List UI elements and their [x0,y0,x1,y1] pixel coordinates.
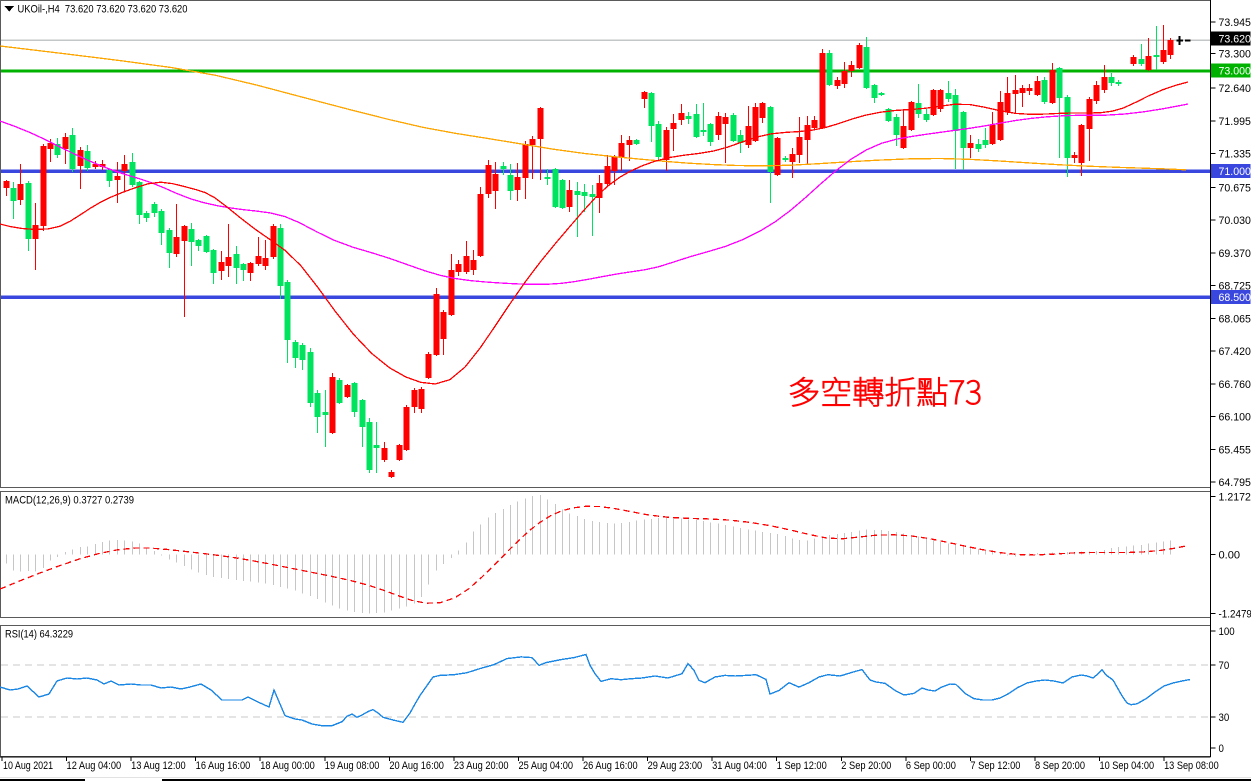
svg-text:10 Aug 2021: 10 Aug 2021 [3,760,53,772]
svg-text:100: 100 [1219,626,1235,638]
svg-text:68.500: 68.500 [1219,292,1251,304]
svg-text:16 Aug 16:00: 16 Aug 16:00 [196,760,251,772]
svg-text:72.640: 72.640 [1219,83,1251,95]
svg-text:19 Aug 08:00: 19 Aug 08:00 [325,760,380,772]
svg-text:18 Aug 00:00: 18 Aug 00:00 [260,760,315,772]
svg-text:71.000: 71.000 [1219,166,1251,178]
svg-text:6 Sep 00:00: 6 Sep 00:00 [906,760,956,772]
svg-text:23 Aug 20:00: 23 Aug 20:00 [454,760,509,772]
svg-text:12 Aug 04:00: 12 Aug 04:00 [67,760,122,772]
svg-text:2 Sep 20:00: 2 Sep 20:00 [841,760,891,772]
svg-text:MACD(12,26,9) 0.3727 0.2739: MACD(12,26,9) 0.3727 0.2739 [5,495,134,507]
svg-text:10 Sep 04:00: 10 Sep 04:00 [1100,760,1155,772]
svg-text:69.370: 69.370 [1219,248,1251,260]
svg-text:73.000: 73.000 [1219,65,1251,77]
svg-text:8 Sep 20:00: 8 Sep 20:00 [1035,760,1085,772]
svg-text:71.995: 71.995 [1219,116,1251,128]
svg-text:68.065: 68.065 [1219,313,1251,325]
svg-text:20 Aug 16:00: 20 Aug 16:00 [389,760,444,772]
svg-text:68.725: 68.725 [1219,281,1251,293]
svg-text:73.945: 73.945 [1219,17,1251,29]
svg-text:64.795: 64.795 [1219,477,1251,489]
svg-text:71.335: 71.335 [1219,149,1251,161]
svg-text:70: 70 [1219,660,1230,672]
svg-text:70.675: 70.675 [1219,182,1251,194]
svg-text:73.620: 73.620 [1219,33,1251,45]
svg-text:13 Sep 08:00: 13 Sep 08:00 [1164,760,1219,772]
svg-text:1.2172: 1.2172 [1219,492,1251,504]
svg-text:67.420: 67.420 [1219,346,1251,358]
svg-text:1 Sep 12:00: 1 Sep 12:00 [777,760,827,772]
svg-text:-1.2479: -1.2479 [1219,608,1251,620]
svg-text:66.100: 66.100 [1219,412,1251,424]
svg-text:0.00: 0.00 [1219,550,1241,562]
svg-text:UKOil-,H4 73.620 73.620 73.62: UKOil-,H4 73.620 73.620 73.620 73.620 [18,4,188,16]
svg-text:66.760: 66.760 [1219,379,1251,391]
svg-text:25 Aug 04:00: 25 Aug 04:00 [518,760,573,772]
svg-text:65.455: 65.455 [1219,444,1251,456]
svg-text:7 Sep 12:00: 7 Sep 12:00 [970,760,1020,772]
svg-text:26 Aug 16:00: 26 Aug 16:00 [583,760,638,772]
svg-text:70.030: 70.030 [1219,215,1251,227]
svg-text:0: 0 [1219,743,1224,755]
svg-text:30: 30 [1219,712,1230,724]
svg-text:RSI(14) 64.3229: RSI(14) 64.3229 [5,629,73,641]
svg-text:29 Aug 23:00: 29 Aug 23:00 [648,760,703,772]
svg-text:13 Aug 12:00: 13 Aug 12:00 [131,760,186,772]
svg-text:31 Aug 04:00: 31 Aug 04:00 [712,760,767,772]
svg-text:73.300: 73.300 [1219,49,1251,61]
